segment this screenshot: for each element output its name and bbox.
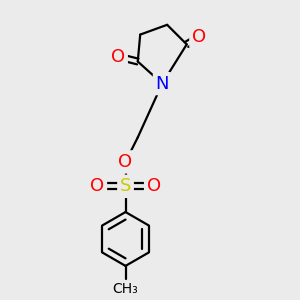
Text: O: O (118, 153, 133, 171)
Text: N: N (155, 74, 169, 92)
Text: S: S (120, 177, 131, 195)
Text: O: O (90, 177, 104, 195)
Text: O: O (147, 177, 161, 195)
Text: O: O (111, 48, 125, 66)
Text: O: O (192, 28, 206, 46)
Text: CH₃: CH₃ (112, 282, 138, 296)
